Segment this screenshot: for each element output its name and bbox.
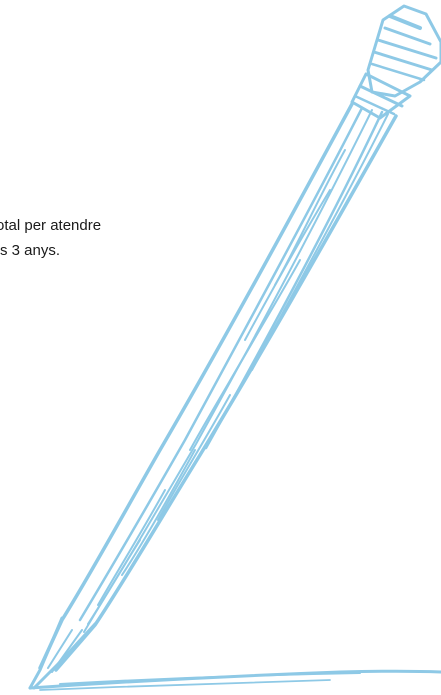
- text-line-1: otal per atendre: [0, 217, 102, 234]
- text-line-2: s 3 anys.: [0, 242, 61, 259]
- body-text: otal per atendre s 3 anys.: [0, 213, 190, 263]
